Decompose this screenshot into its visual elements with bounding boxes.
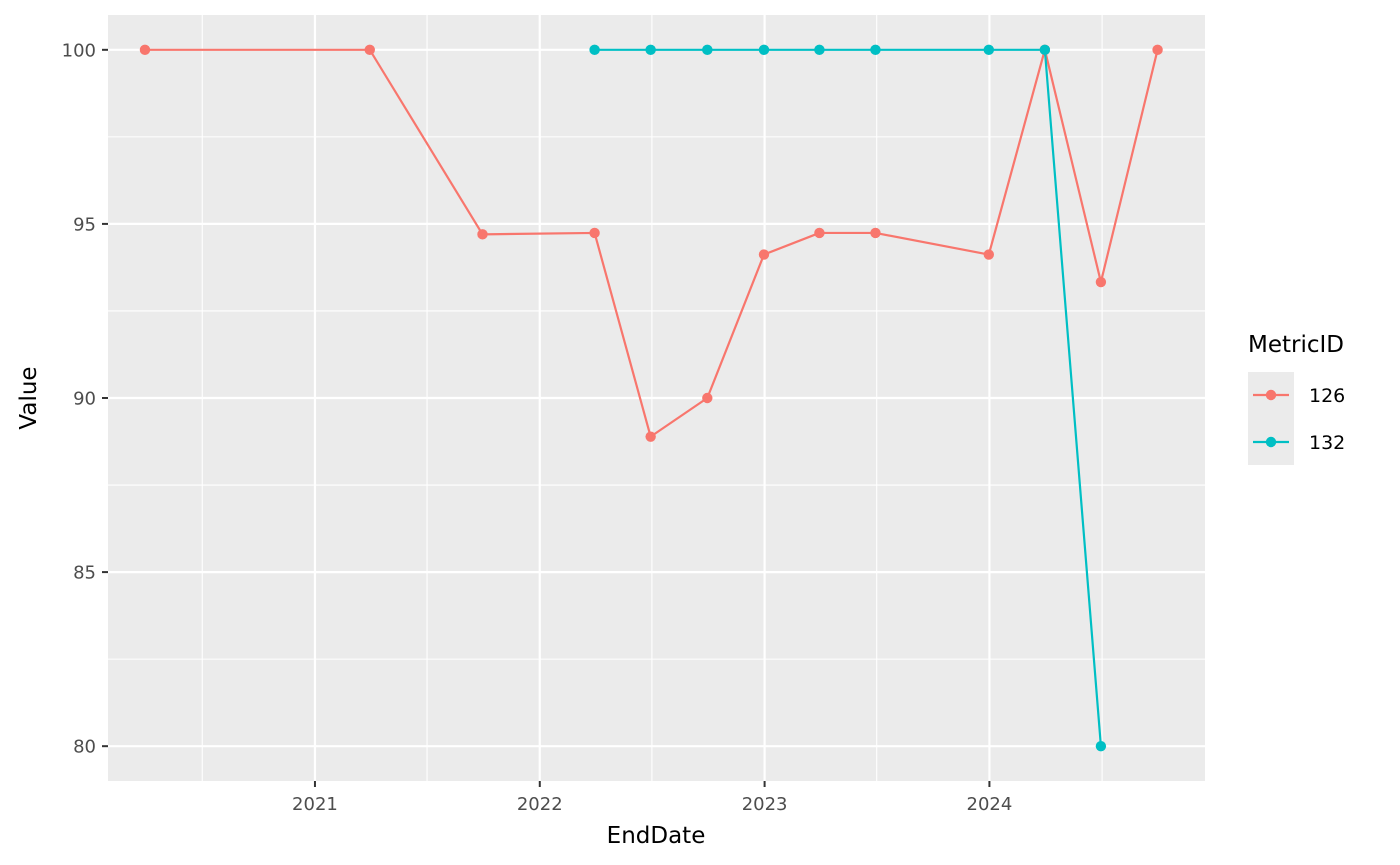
y-tick-label: 95 bbox=[73, 214, 96, 235]
legend: MetricID 126 132 bbox=[1248, 332, 1345, 465]
data-point-132 bbox=[1095, 740, 1107, 752]
data-point-132 bbox=[870, 44, 881, 56]
data-point-126 bbox=[589, 227, 600, 239]
x-tick-label: 2021 bbox=[292, 794, 338, 815]
data-point-132 bbox=[702, 44, 713, 56]
x-axis-title: EndDate bbox=[607, 823, 706, 849]
data-point-126 bbox=[758, 249, 770, 260]
data-point-126 bbox=[1152, 44, 1163, 56]
series-points bbox=[139, 44, 1163, 752]
data-point-126 bbox=[814, 227, 825, 239]
legend-title: MetricID bbox=[1248, 332, 1344, 358]
axis-ticks bbox=[102, 48, 991, 787]
data-point-126 bbox=[1095, 276, 1107, 288]
y-tick-label: 80 bbox=[73, 737, 96, 758]
x-tick-label: 2024 bbox=[967, 794, 1013, 815]
data-point-126 bbox=[870, 227, 881, 239]
legend-key-background bbox=[1248, 372, 1294, 465]
x-tick-label: 2022 bbox=[517, 794, 563, 815]
y-tick-label: 85 bbox=[73, 563, 96, 584]
legend-key-point-132 bbox=[1265, 436, 1277, 448]
y-tick-label: 100 bbox=[62, 40, 96, 61]
data-point-126 bbox=[139, 44, 151, 56]
legend-key-point-126 bbox=[1265, 389, 1277, 401]
data-point-132 bbox=[758, 44, 770, 56]
data-point-132 bbox=[645, 44, 656, 56]
legend-label-126: 126 bbox=[1309, 385, 1345, 407]
data-point-126 bbox=[477, 229, 488, 240]
data-point-132 bbox=[983, 44, 995, 56]
data-point-126 bbox=[983, 249, 995, 260]
data-point-132 bbox=[589, 44, 600, 56]
y-axis-title: Value bbox=[16, 366, 42, 429]
data-point-126 bbox=[364, 44, 375, 56]
x-tick-label: 2023 bbox=[742, 794, 788, 815]
data-point-132 bbox=[814, 44, 825, 56]
y-tick-label: 90 bbox=[73, 389, 96, 410]
legend-label-132: 132 bbox=[1309, 432, 1345, 454]
data-point-126 bbox=[645, 431, 656, 442]
data-point-132 bbox=[1039, 44, 1051, 56]
axis-tick-labels: 2021 2022 2023 2024 80 85 90 95 100 bbox=[62, 40, 1013, 815]
data-point-126 bbox=[702, 392, 713, 404]
